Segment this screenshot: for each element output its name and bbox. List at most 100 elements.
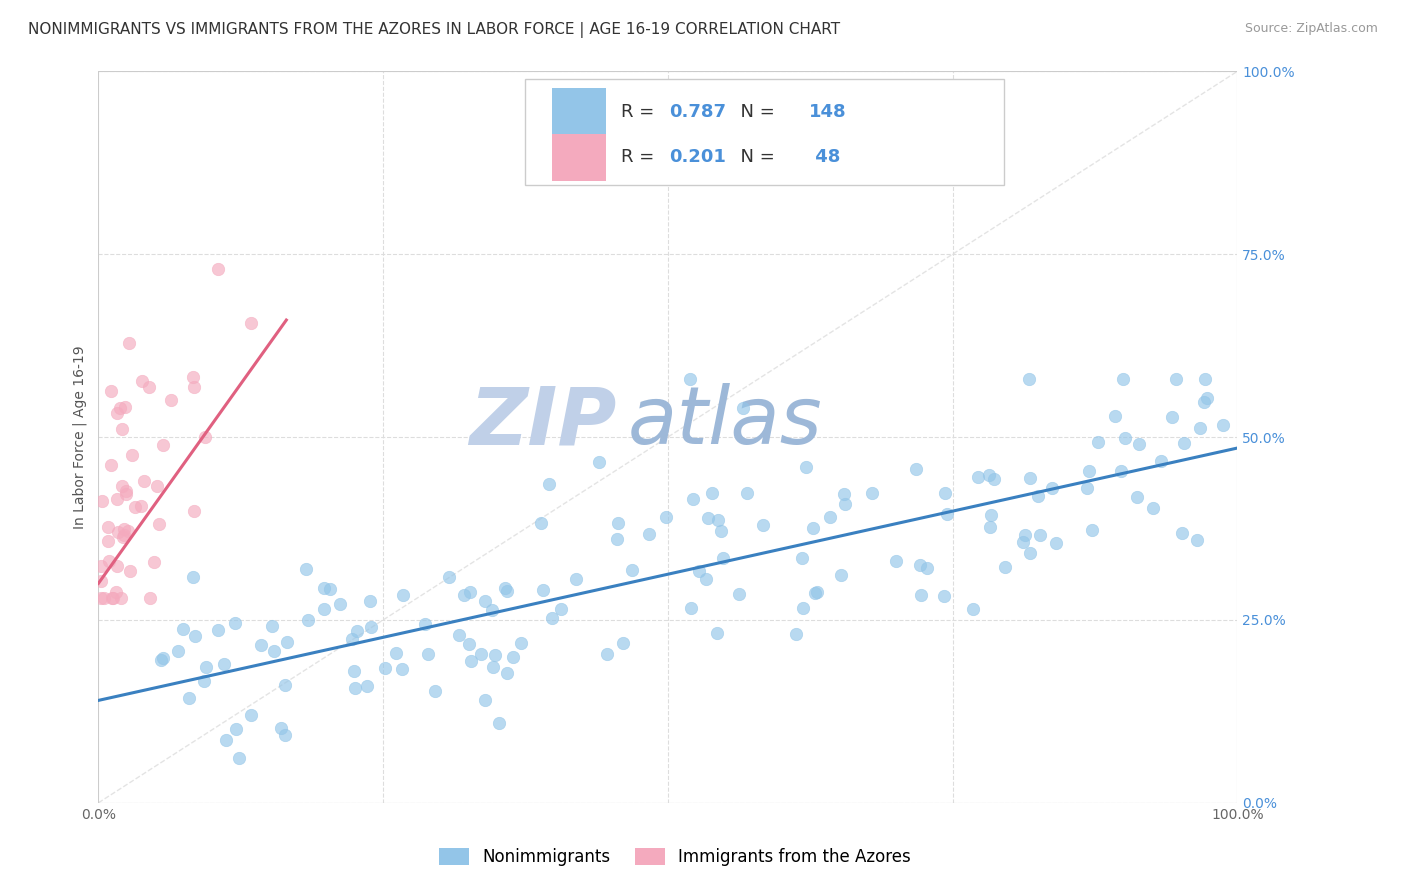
Point [274, 728, 297, 742]
Point [131, 374, 153, 388]
Point [150, 653, 173, 667]
Point [160, 392, 183, 407]
Point [124, 500, 146, 514]
Point [90, 574, 112, 589]
Point [1029, 528, 1052, 542]
Point [111, 422, 134, 436]
Point [818, 510, 841, 524]
Point [834, 497, 856, 511]
Point [138, 380, 160, 394]
Point [115, 484, 138, 499]
Text: NONIMMIGRANTS VS IMMIGRANTS FROM THE AZORES IN LABOR FORCE | AGE 16-19 CORRELATI: NONIMMIGRANTS VS IMMIGRANTS FROM THE AZO… [28, 22, 841, 38]
Text: 48: 48 [808, 148, 841, 166]
Point [193, 674, 215, 689]
FancyBboxPatch shape [526, 78, 1004, 185]
Point [1104, 409, 1126, 423]
Point [588, 455, 610, 469]
Point [481, 659, 503, 673]
Point [179, 690, 201, 705]
Point [1189, 420, 1212, 434]
Point [910, 588, 932, 602]
Point [460, 585, 482, 599]
Point [1026, 489, 1049, 503]
Point [413, 616, 436, 631]
Legend: Nonimmigrants, Immigrants from the Azores: Nonimmigrants, Immigrants from the Azore… [430, 840, 920, 875]
Point [132, 474, 155, 488]
FancyBboxPatch shape [551, 87, 606, 136]
Point [117, 524, 139, 538]
Point [437, 570, 460, 584]
Point [194, 430, 217, 444]
Point [735, 486, 758, 500]
Point [112, 528, 135, 542]
Point [1128, 437, 1150, 451]
Point [1109, 464, 1132, 478]
Text: Source: ZipAtlas.com: Source: ZipAtlas.com [1244, 22, 1378, 36]
Point [453, 588, 475, 602]
Text: 0.787: 0.787 [669, 103, 725, 120]
FancyBboxPatch shape [551, 134, 606, 181]
Point [496, 665, 519, 680]
Point [340, 632, 363, 646]
Point [785, 627, 807, 641]
Point [792, 550, 814, 565]
Point [1018, 371, 1040, 385]
Point [481, 603, 503, 617]
Point [166, 643, 188, 657]
Point [344, 681, 367, 696]
Point [1142, 501, 1164, 516]
Point [100, 458, 122, 472]
Point [1040, 482, 1063, 496]
Point [804, 585, 827, 599]
Point [194, 659, 217, 673]
Point [1212, 417, 1234, 432]
Point [596, 647, 619, 661]
Point [983, 472, 1005, 486]
Point [1078, 464, 1101, 478]
Point [1114, 431, 1136, 445]
Point [682, 492, 704, 507]
Point [1018, 546, 1040, 560]
Point [494, 581, 516, 595]
Point [967, 470, 990, 484]
Point [90, 558, 112, 573]
Point [90, 494, 112, 508]
Point [711, 551, 734, 566]
Point [1014, 528, 1036, 542]
Point [105, 559, 128, 574]
Point [93, 591, 115, 605]
Point [936, 507, 959, 521]
Point [1171, 525, 1194, 540]
Point [449, 628, 471, 642]
Point [145, 479, 167, 493]
Point [1045, 535, 1067, 549]
Point [681, 601, 703, 615]
Point [111, 478, 134, 492]
Point [1195, 391, 1218, 405]
Point [152, 438, 174, 452]
Point [129, 500, 152, 514]
Point [262, 619, 284, 633]
Point [700, 485, 723, 500]
Point [112, 522, 135, 536]
Point [915, 561, 938, 575]
Point [356, 679, 378, 693]
Point [806, 584, 828, 599]
Point [360, 620, 382, 634]
Point [655, 509, 678, 524]
Point [228, 751, 250, 765]
Point [97, 554, 120, 568]
Point [908, 558, 931, 572]
Point [932, 589, 955, 603]
Point [962, 602, 984, 616]
Point [391, 662, 413, 676]
Point [457, 637, 479, 651]
Point [172, 623, 194, 637]
Point [138, 591, 160, 605]
Point [1194, 371, 1216, 385]
Point [183, 380, 205, 394]
Point [250, 638, 273, 652]
Point [1164, 371, 1187, 385]
Point [620, 562, 643, 576]
Point [832, 486, 855, 500]
